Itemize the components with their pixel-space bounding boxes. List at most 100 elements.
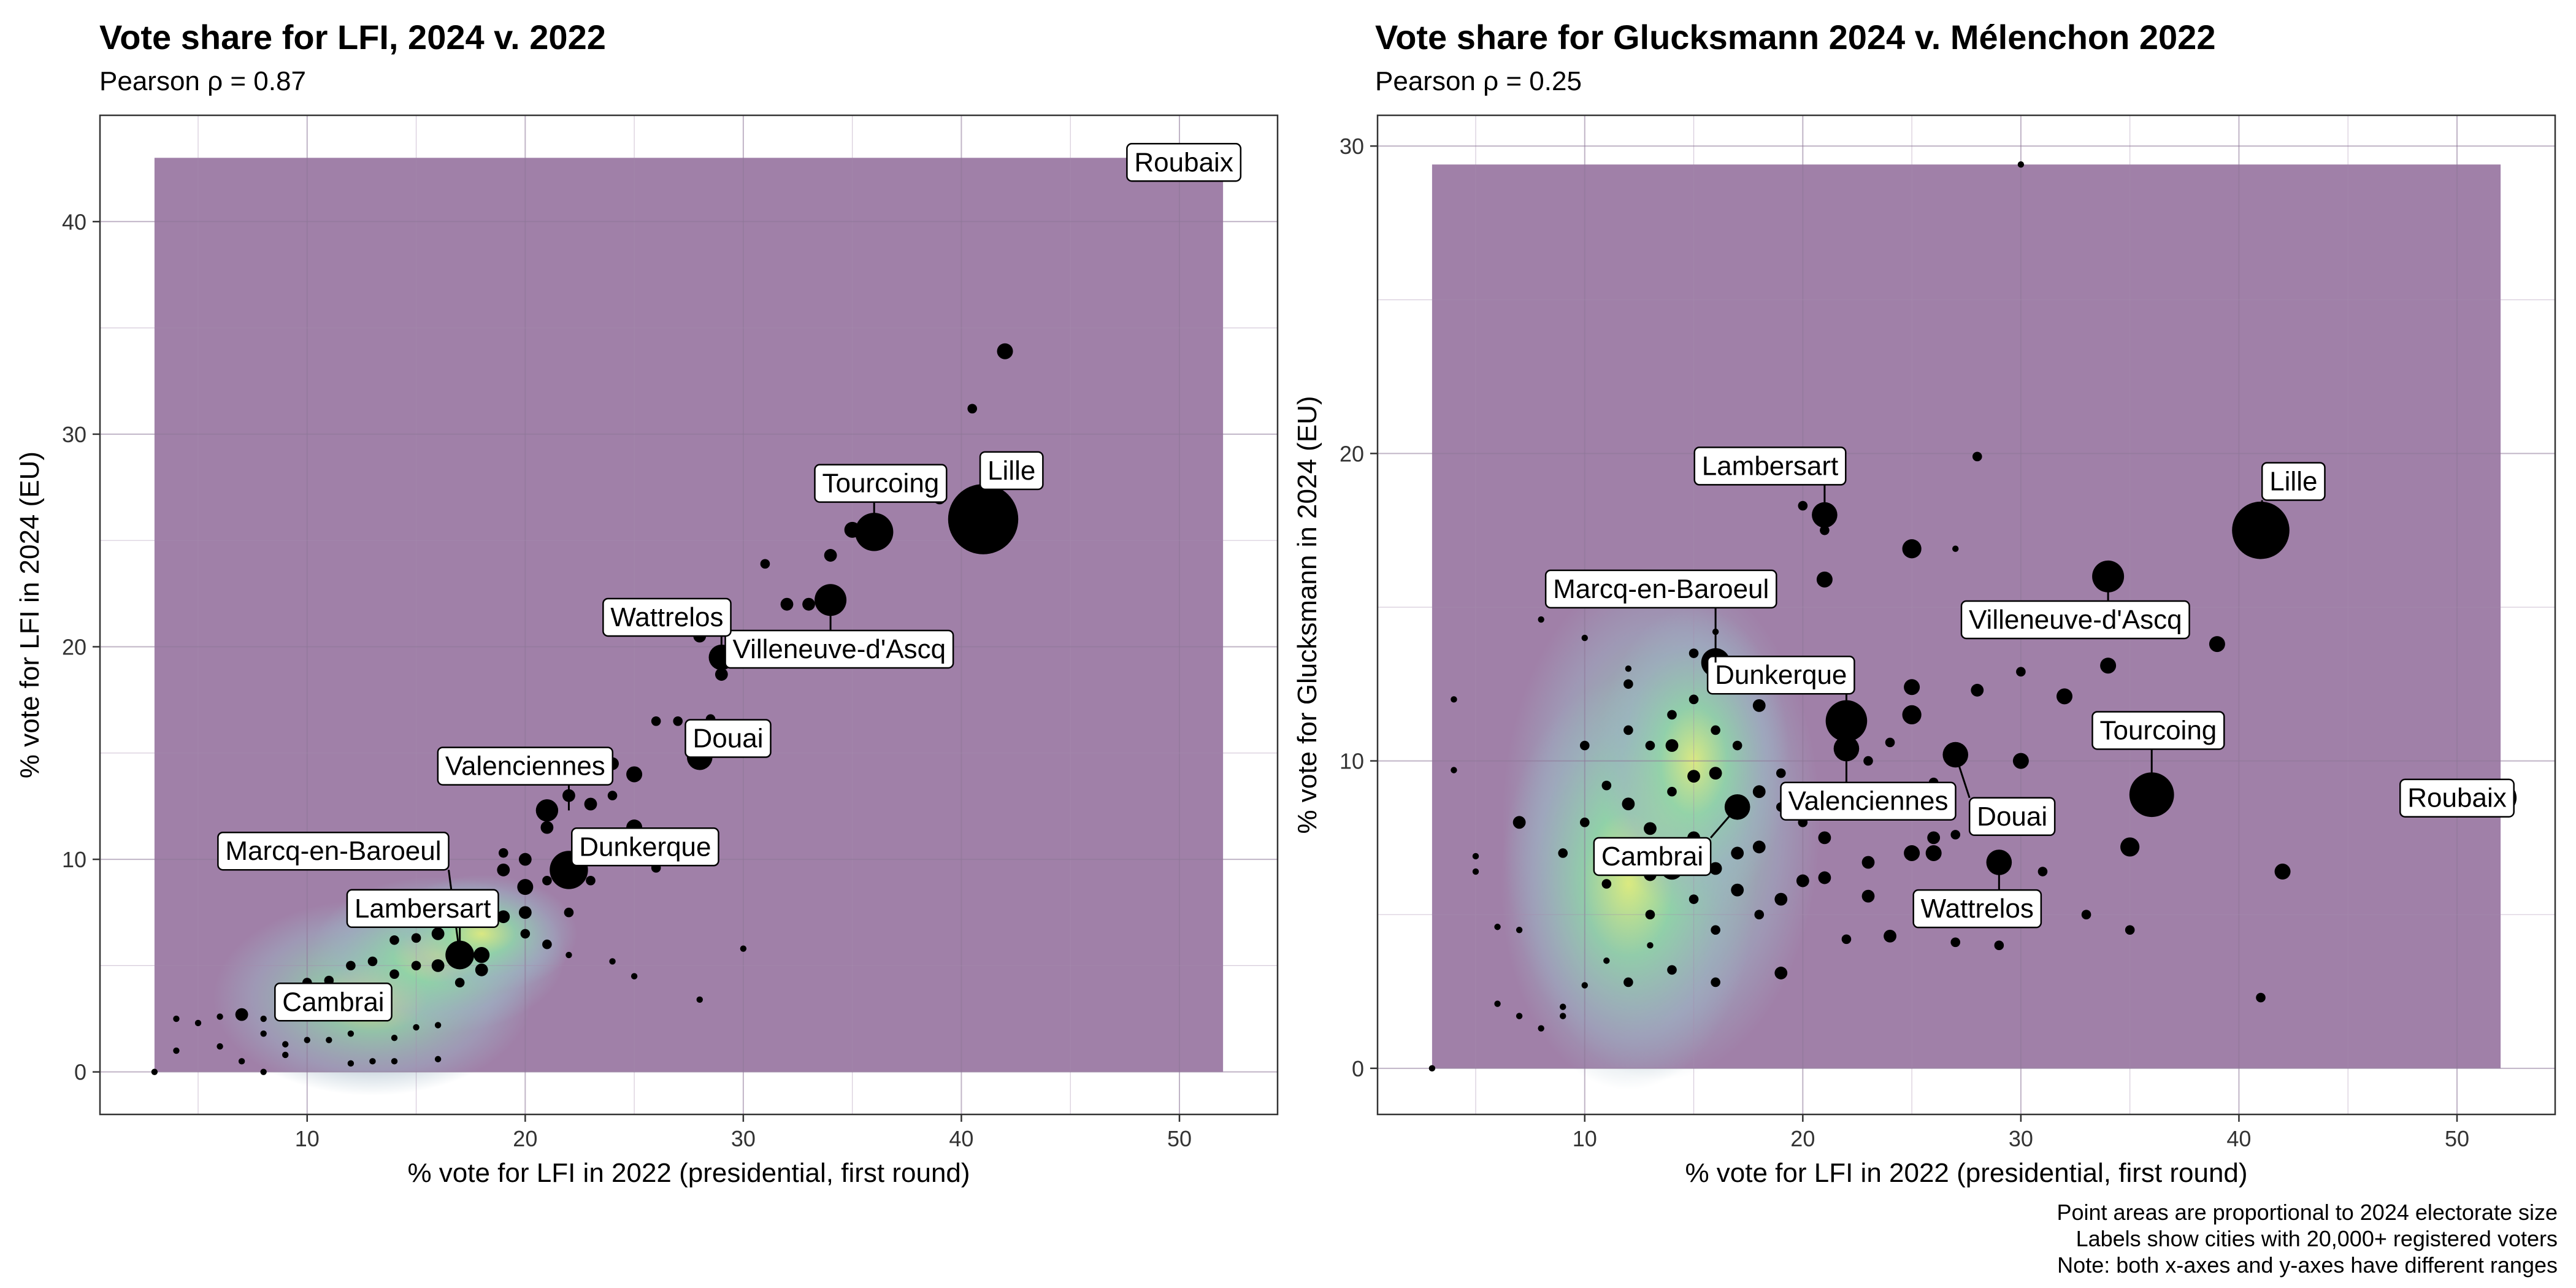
data-point [1494,1000,1501,1007]
data-point [1512,816,1526,829]
data-point [1538,1025,1544,1032]
label-box [1544,569,1777,609]
city-label: Roubaix [2407,783,2506,813]
data-point [1581,634,1588,642]
city-label: Villeneuve-d'Ascq [733,634,946,664]
label-leader-line [568,865,573,871]
data-point [1731,846,1744,860]
data-point [194,1019,202,1027]
data-point [2100,657,2117,674]
data-point [1950,830,1961,840]
data-point [473,947,490,964]
data-point [1752,699,1766,712]
data-point [260,1068,267,1075]
x-tick-label: 30 [2009,1126,2033,1151]
label-box [2261,462,2326,501]
data-point [1950,937,1961,948]
right-scatter-plot: Roubaix Lille Tourcoing Villeneuve-d'Ascq Do… [1292,114,2556,1188]
data-point [802,597,815,611]
data-point [1451,696,1457,703]
x-tick-label: 20 [1790,1126,1815,1151]
x-tick-label: 50 [2445,1126,2469,1151]
data-point [1709,862,1722,875]
left-chart-title: Vote share for LFI, 2024 v. 2022 [99,18,606,56]
data-point [535,799,559,822]
data-point [1647,942,1654,949]
label-box [684,719,772,758]
data-point [367,956,378,967]
label-box [1968,797,2056,837]
label-box [724,629,954,669]
label-box [2399,778,2515,818]
data-point [2209,636,2225,653]
data-point [1601,780,1612,791]
labels-layer: Roubaix Lille Tourcoing Villeneuve-d'Ascq Do… [1544,447,2515,929]
y-tick-label: 30 [62,422,86,447]
data-point [542,939,552,949]
data-point [1560,1013,1566,1019]
data-point [1689,648,1699,658]
data-point [1603,957,1610,964]
label-leader-line [2260,500,2263,531]
data-point [1472,868,1479,875]
x-axis-label: % vote for LFI in 2022 (presidential, fi… [1685,1158,2247,1188]
data-point [542,875,552,886]
data-point [431,927,445,940]
caption-line: Point areas are proportional to 2024 ele… [2057,1200,2558,1225]
data-point [1472,853,1479,860]
x-tick-label: 30 [731,1126,756,1151]
y-tick-label: 20 [62,634,86,659]
data-point [1818,871,1831,884]
data-point [2037,867,2048,876]
y-tick-label: 10 [62,847,86,872]
y-axis-label: % vote for Glucksmann in 2024 (EU) [1292,396,1322,834]
x-tick-label: 40 [949,1126,973,1151]
data-point [173,1047,180,1054]
x-axis-label: % vote for LFI in 2022 (presidential, fi… [407,1158,970,1188]
label-box [1693,447,1847,486]
data-point [1904,679,1920,696]
data-point [1623,679,1633,689]
city-label: Dunkerque [1715,660,1847,690]
data-point [1902,705,1922,724]
data-point [1820,525,1830,535]
data-point [1689,894,1699,904]
caption-line: Labels show cities with 20,000+ register… [2076,1226,2558,1251]
city-label: Wattrelos [610,602,723,632]
caption-line: Note: both x-axes and y-axes have differ… [2057,1252,2558,1278]
data-point [475,963,488,976]
left-chart-subtitle: Pearson ρ = 0.87 [99,66,306,96]
label-box [1780,781,1957,821]
data-point [1667,710,1677,720]
data-point [824,549,837,562]
data-point [1841,934,1852,945]
data-point [1972,451,1982,462]
data-point [260,1030,267,1037]
label-leader-line [1954,754,1971,799]
panel-border [1376,114,2556,1116]
data-point [584,797,597,811]
label-box [274,983,393,1022]
data-point [1601,879,1612,889]
data-point [217,1013,223,1020]
axis-ticks: 10 20 30 40 50 0 10 20 30 40 [62,209,1192,1151]
city-label: Lambersart [1702,451,1839,481]
data-point [780,597,794,611]
data-point [2057,688,2072,705]
city-label: Lambersart [355,894,491,924]
data-point [696,996,703,1003]
data-point [497,864,510,876]
label-box [979,451,1044,491]
data-point [715,668,728,681]
data-point [1581,982,1588,989]
data-point [997,343,1013,359]
label-leader-line [1710,806,1738,838]
data-point [389,969,399,979]
data-point [2120,837,2140,857]
data-point [564,907,574,918]
label-box [437,746,614,786]
city-label: Douai [693,724,764,754]
data-point [740,945,747,952]
city-label: Dunkerque [579,832,711,862]
data-point [1579,818,1590,827]
